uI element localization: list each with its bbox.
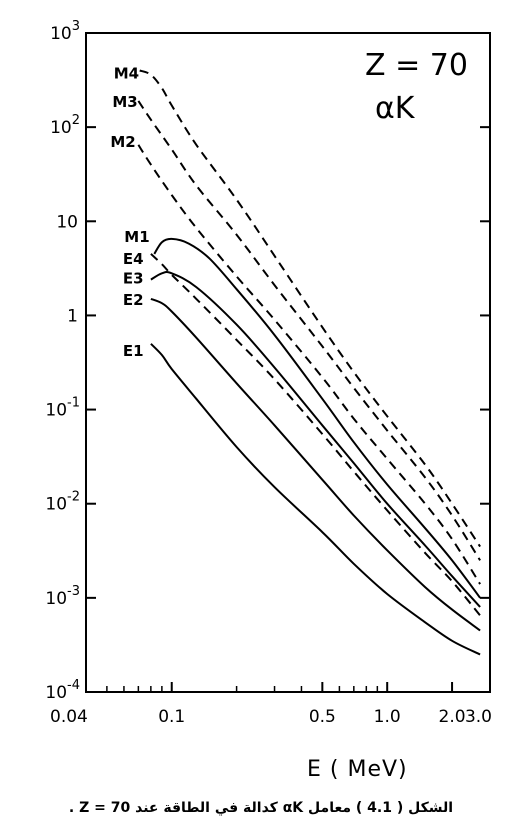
series-label-m1: M1 (124, 228, 149, 246)
x-tick-label: 1.0 (374, 707, 401, 727)
alpha-k-chart: 10-4 10-3 10-2 10-1 1 10 102 103 0.04 0.1 0.5 1.0 2… (45, 19, 492, 782)
series-label-e4: E4 (123, 250, 144, 268)
y-tick-label: 10 (56, 212, 78, 232)
plot-frame (85, 32, 491, 693)
series-line-m1 (153, 237, 481, 599)
series-line-e3 (150, 271, 481, 608)
series-line-e2 (150, 297, 481, 632)
y-tick-label: 10-2 (45, 490, 80, 515)
x-tick-label: 0.1 (158, 707, 185, 727)
y-tick-label: 1 (67, 306, 78, 326)
series-label-m4: M4 (114, 64, 139, 82)
series-line-m2 (137, 144, 481, 585)
series-line-e1 (150, 343, 481, 656)
x-axis-label: E ( MeV) (307, 757, 408, 782)
series-label-e3: E3 (123, 270, 144, 288)
series-label-m2: M2 (110, 133, 135, 151)
z-annotation: Z = 70 (365, 48, 468, 83)
y-axis-ticks: 10-4 10-3 10-2 10-1 1 10 102 103 (45, 19, 490, 703)
figure-caption: الشكل ( 4.1 ) معامل αK كدالة في الطاقة ع… (68, 800, 454, 816)
series-label-e2: E2 (123, 291, 144, 309)
series-line-m4 (139, 69, 481, 548)
y-tick-label: 102 (50, 113, 80, 138)
series-label-e1: E1 (123, 342, 144, 360)
series-label-m3: M3 (112, 93, 137, 111)
series-line-e4 (150, 253, 481, 617)
x-tick-label: 0.04 (50, 707, 88, 727)
y-tick-label: 10-3 (45, 584, 80, 609)
series-layer (137, 69, 481, 656)
y-tick-label: 103 (50, 19, 80, 44)
y-tick-label: 10-1 (45, 396, 80, 421)
y-tick-label: 10-4 (45, 678, 80, 703)
series-labels: M4 M3 M2 M1 E4 E3 E2 E1 (110, 64, 149, 359)
x-axis-ticks: 0.04 0.1 0.5 1.0 2.0 3.0 (50, 682, 492, 727)
x-tick-label: 0.5 (309, 707, 336, 727)
x-tick-label: 3.0 (465, 707, 492, 727)
alpha-k-annotation: αK (375, 91, 416, 126)
x-tick-label: 2.0 (439, 707, 466, 727)
